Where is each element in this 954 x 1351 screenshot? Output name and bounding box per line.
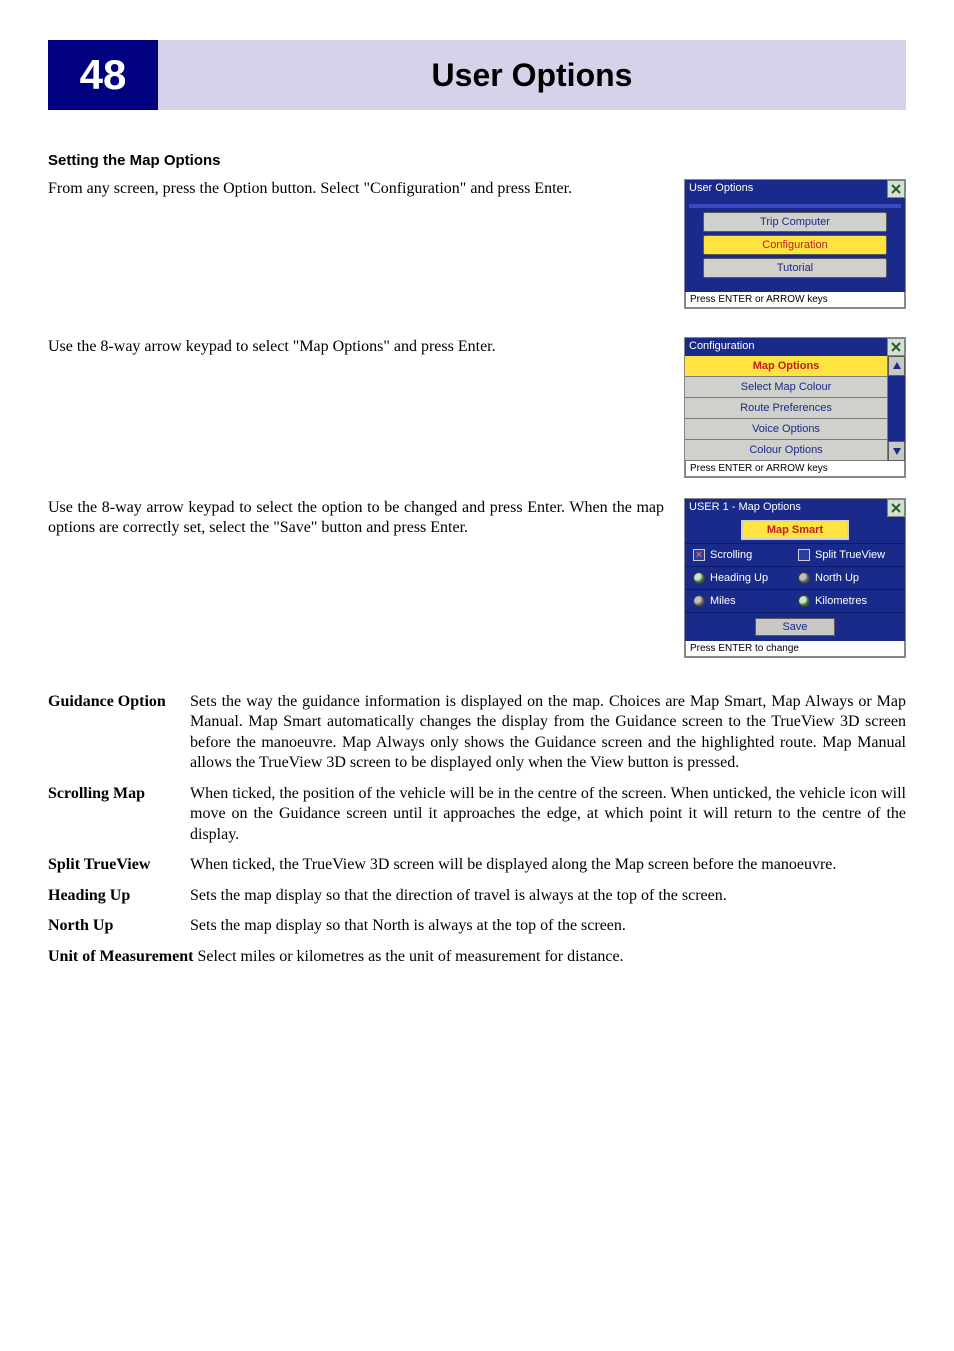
scroll-up-icon[interactable] [888, 356, 905, 376]
save-button[interactable]: Save [685, 613, 905, 641]
page-number: 48 [48, 40, 158, 110]
heading-up-radio[interactable] [693, 572, 705, 584]
screen2-status: Press ENTER or ARROW keys [685, 461, 905, 477]
north-up-label: North Up [815, 572, 859, 584]
scrolling-label: Scrolling [710, 549, 752, 561]
def-unit-of-measurement: Unit of Measurement Select miles or kilo… [48, 947, 906, 967]
def-body-heading: Sets the map display so that the directi… [190, 886, 906, 906]
section-heading: Setting the Map Options [48, 152, 906, 169]
screen1-status: Press ENTER or ARROW keys [685, 292, 905, 308]
screen2-item-0[interactable]: Map Options [685, 356, 887, 377]
user-options-screen: User Options Trip Computer Configuration… [684, 179, 906, 309]
configuration-screen: Configuration Map Options Select Map Col… [684, 337, 906, 478]
kilometres-radio[interactable] [798, 595, 810, 607]
def-body-guidance: Sets the way the guidance information is… [190, 692, 906, 774]
scrolling-checkbox[interactable] [693, 549, 705, 561]
screen1-button-2[interactable]: Tutorial [703, 258, 887, 278]
screen2-item-4[interactable]: Colour Options [685, 440, 887, 461]
map-options-screen: USER 1 - Map Options Map Smart Scrolling [684, 498, 906, 658]
screen1-button-0[interactable]: Trip Computer [703, 212, 887, 232]
screen2-list: Map Options Select Map Colour Route Pref… [685, 356, 887, 461]
def-term-north: North Up [48, 916, 190, 936]
screen3-title: USER 1 - Map Options [685, 499, 887, 517]
scrollbar[interactable] [887, 356, 905, 461]
screen2-title: Configuration [685, 338, 887, 356]
screen2-item-2[interactable]: Route Preferences [685, 398, 887, 419]
screen1-title: User Options [685, 180, 887, 198]
map-smart-button[interactable]: Map Smart [685, 517, 905, 544]
screen2-item-3[interactable]: Voice Options [685, 419, 887, 440]
close-icon[interactable] [887, 180, 905, 198]
scroll-down-icon[interactable] [888, 441, 905, 461]
close-icon[interactable] [887, 338, 905, 356]
screen1-buttons: Trip Computer Configuration Tutorial [689, 208, 901, 282]
def-term-split: Split TrueView [48, 855, 190, 875]
paragraph-3: Use the 8-way arrow keypad to select the… [48, 498, 664, 539]
paragraph-2: Use the 8-way arrow keypad to select "Ma… [48, 337, 664, 357]
def-body-split: When ticked, the TrueView 3D screen will… [190, 855, 906, 875]
page-header: 48 User Options [48, 40, 906, 110]
north-up-radio[interactable] [798, 572, 810, 584]
split-trueview-label: Split TrueView [815, 549, 885, 561]
split-trueview-checkbox[interactable] [798, 549, 810, 561]
kilometres-label: Kilometres [815, 595, 867, 607]
screen1-button-1[interactable]: Configuration [703, 235, 887, 255]
def-term-guidance: Guidance Option [48, 692, 190, 774]
miles-label: Miles [710, 595, 736, 607]
miles-radio[interactable] [693, 595, 705, 607]
close-icon[interactable] [887, 499, 905, 517]
def-term-scrolling: Scrolling Map [48, 784, 190, 845]
def-body-scrolling: When ticked, the position of the vehicle… [190, 784, 906, 845]
screen3-status: Press ENTER to change [685, 641, 905, 657]
definitions-list: Guidance Option Sets the way the guidanc… [48, 692, 906, 967]
def-body-north: Sets the map display so that North is al… [190, 916, 906, 936]
screen2-item-1[interactable]: Select Map Colour [685, 377, 887, 398]
heading-up-label: Heading Up [710, 572, 768, 584]
page-title: User Options [158, 40, 906, 110]
def-term-heading: Heading Up [48, 886, 190, 906]
paragraph-1: From any screen, press the Option button… [48, 179, 664, 199]
